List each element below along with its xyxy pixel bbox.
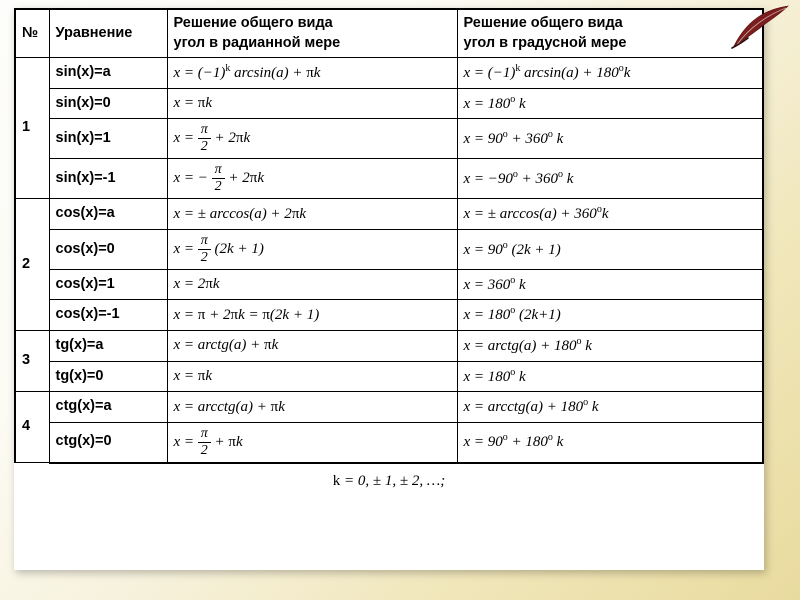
degree-solution-cell: x = 90o + 360o k [457, 119, 763, 159]
header-degree-l2: угол в градусной мере [464, 35, 627, 51]
degree-solution-cell: x = arcctg(a) + 180o k [457, 392, 763, 423]
degree-solution-cell: x = 180o k [457, 88, 763, 119]
degree-solution-cell: x = −90o + 360o k [457, 159, 763, 199]
header-radian: Решение общего вида угол в радианной мер… [167, 9, 457, 58]
table-row: cos(x)=1x = 2πkx = 360o k [15, 269, 763, 300]
header-num: № [15, 9, 49, 58]
radian-solution-cell: x = ± arccos(a) + 2πk [167, 199, 457, 230]
equation-cell: cos(x)=0 [49, 229, 167, 269]
radian-solution-cell: x = π2 + 2πk [167, 119, 457, 159]
equation-cell: sin(x)=1 [49, 119, 167, 159]
group-number: 1 [15, 58, 49, 199]
degree-solution-cell: x = ± arccos(a) + 360ok [457, 199, 763, 230]
table-row: ctg(x)=0x = π2 + πkx = 90o + 180o k [15, 422, 763, 463]
table-row: sin(x)=1x = π2 + 2πkx = 90o + 360o k [15, 119, 763, 159]
radian-solution-cell: x = πk [167, 88, 457, 119]
table-row: 4ctg(x)=ax = arcctg(a) + πkx = arcctg(a)… [15, 392, 763, 423]
page-background: № Уравнение Решение общего вида угол в р… [0, 0, 800, 600]
header-radian-l1: Решение общего вида [174, 15, 333, 31]
group-number: 4 [15, 392, 49, 463]
degree-solution-cell: x = 90o + 180o k [457, 422, 763, 463]
table-row: sin(x)=-1x = − π2 + 2πkx = −90o + 360o k [15, 159, 763, 199]
header-equation: Уравнение [49, 9, 167, 58]
degree-solution-cell: x = (−1)k arcsin(a) + 180ok [457, 58, 763, 89]
table-row: cos(x)=-1x = π + 2πk = π(2k + 1)x = 180o… [15, 300, 763, 331]
equation-cell: cos(x)=1 [49, 269, 167, 300]
degree-solution-cell: x = 90o (2k + 1) [457, 229, 763, 269]
equation-cell: cos(x)=-1 [49, 300, 167, 331]
equation-cell: cos(x)=a [49, 199, 167, 230]
radian-solution-cell: x = − π2 + 2πk [167, 159, 457, 199]
table-row: cos(x)=0x = π2 (2k + 1)x = 90o (2k + 1) [15, 229, 763, 269]
table-row: 1sin(x)=ax = (−1)k arcsin(a) + πkx = (−1… [15, 58, 763, 89]
table-row: 3tg(x)=ax = arctg(a) + πkx = arctg(a) + … [15, 330, 763, 361]
header-degree-l1: Решение общего вида [464, 15, 623, 31]
radian-solution-cell: x = arcctg(a) + πk [167, 392, 457, 423]
radian-solution-cell: x = (−1)k arcsin(a) + πk [167, 58, 457, 89]
degree-solution-cell: x = 180o k [457, 361, 763, 392]
degree-solution-cell: x = 180o (2k+1) [457, 300, 763, 331]
radian-solution-cell: x = arctg(a) + πk [167, 330, 457, 361]
header-radian-l2: угол в радианной мере [174, 35, 341, 51]
radian-solution-cell: x = π + 2πk = π(2k + 1) [167, 300, 457, 331]
table-row: tg(x)=0x = πkx = 180o k [15, 361, 763, 392]
table-row: sin(x)=0x = πkx = 180o k [15, 88, 763, 119]
group-number: 2 [15, 199, 49, 331]
table-header-row: № Уравнение Решение общего вида угол в р… [15, 9, 763, 58]
radian-solution-cell: x = π2 (2k + 1) [167, 229, 457, 269]
equation-cell: tg(x)=0 [49, 361, 167, 392]
footer-k-values: k = 0, ± 1, ± 2, …; [14, 464, 764, 494]
group-number: 3 [15, 330, 49, 391]
table-body: 1sin(x)=ax = (−1)k arcsin(a) + πkx = (−1… [15, 58, 763, 463]
equation-cell: sin(x)=-1 [49, 159, 167, 199]
degree-solution-cell: x = arctg(a) + 180o k [457, 330, 763, 361]
degree-solution-cell: x = 360o k [457, 269, 763, 300]
radian-solution-cell: x = 2πk [167, 269, 457, 300]
radian-solution-cell: x = πk [167, 361, 457, 392]
radian-solution-cell: x = π2 + πk [167, 422, 457, 463]
trig-equations-table: № Уравнение Решение общего вида угол в р… [14, 8, 764, 464]
equation-cell: sin(x)=0 [49, 88, 167, 119]
table-row: 2cos(x)=ax = ± arccos(a) + 2πkx = ± arcc… [15, 199, 763, 230]
content-sheet: № Уравнение Решение общего вида угол в р… [14, 8, 764, 570]
equation-cell: ctg(x)=0 [49, 422, 167, 463]
equation-cell: sin(x)=a [49, 58, 167, 89]
header-degree: Решение общего вида угол в градусной мер… [457, 9, 763, 58]
equation-cell: ctg(x)=a [49, 392, 167, 423]
equation-cell: tg(x)=a [49, 330, 167, 361]
